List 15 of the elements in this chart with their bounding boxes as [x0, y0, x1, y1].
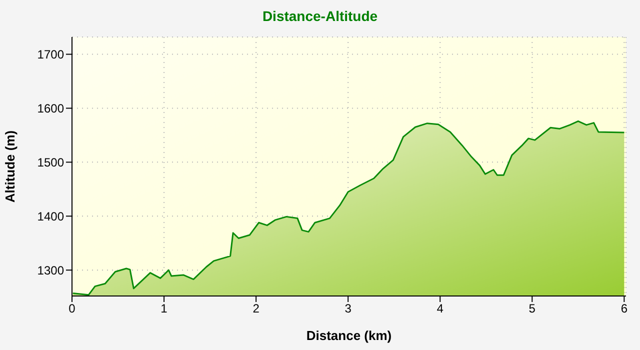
x-tick-label: 6	[620, 302, 628, 316]
y-tick-label: 1500	[37, 155, 64, 170]
y-tick-label: 1400	[37, 209, 64, 224]
chart-title: Distance-Altitude	[261, 8, 379, 24]
x-tick-label: 2	[252, 302, 260, 316]
x-tick-label: 0	[68, 302, 76, 316]
y-tick-label: 1700	[37, 48, 64, 62]
x-tick-label: 3	[344, 302, 352, 316]
y-tick-label: 1600	[37, 101, 64, 116]
y-axis-title: Altitude (m)	[2, 130, 18, 203]
x-tick-label: 4	[436, 302, 444, 316]
x-tick-label: 5	[528, 302, 536, 316]
x-axis-title: Distance (km)	[306, 328, 392, 343]
x-tick-label: 1	[160, 302, 168, 316]
y-tick-label: 1300	[37, 263, 64, 278]
